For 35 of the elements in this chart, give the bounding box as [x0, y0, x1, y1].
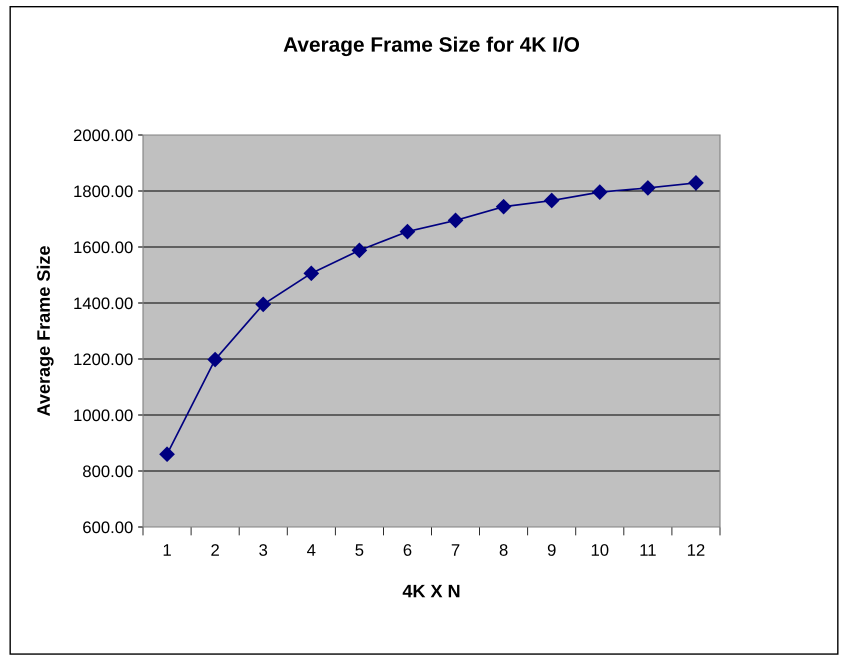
point — [352, 242, 367, 258]
point — [304, 266, 319, 281]
point — [256, 296, 271, 312]
y-tick-label: 1400.00 — [74, 297, 133, 310]
y-tick-label: 2000.00 — [74, 129, 133, 142]
x-tick-label: 6 — [404, 544, 412, 556]
point — [496, 199, 512, 214]
y-tick-label: 1000.00 — [74, 409, 133, 422]
x-tick-label: 2 — [211, 544, 219, 556]
point — [208, 352, 223, 368]
x-tick-label: 1 — [164, 544, 171, 556]
point — [592, 184, 608, 200]
chart-title: Average Frame Size for 4K I/O — [284, 36, 580, 56]
point — [400, 224, 416, 240]
x-tick-label: 11 — [640, 544, 656, 556]
point — [544, 192, 560, 208]
x-tick-label: 4 — [307, 544, 316, 556]
x-tick-label: 3 — [259, 544, 268, 556]
x-axis-title: 4K X N — [402, 584, 460, 598]
y-tick-label: 800.00 — [83, 465, 133, 478]
point — [159, 446, 175, 462]
x-tick-label: 12 — [688, 544, 704, 556]
y-tick-label: 600.00 — [83, 521, 133, 534]
point — [640, 180, 656, 196]
point — [688, 175, 704, 190]
y-axis-title: Average Frame Size — [36, 246, 54, 416]
y-tick-label: 1600.00 — [74, 241, 133, 254]
point — [448, 212, 464, 228]
y-tick-label: 1800.00 — [74, 185, 133, 198]
x-tick-label: 8 — [500, 544, 508, 556]
x-tick-label: 5 — [355, 544, 364, 556]
x-tick-label: 7 — [452, 544, 460, 556]
x-tick-label: 9 — [548, 544, 556, 556]
y-tick-label: 1200.00 — [74, 353, 133, 366]
x-tick-label: 10 — [592, 544, 608, 556]
